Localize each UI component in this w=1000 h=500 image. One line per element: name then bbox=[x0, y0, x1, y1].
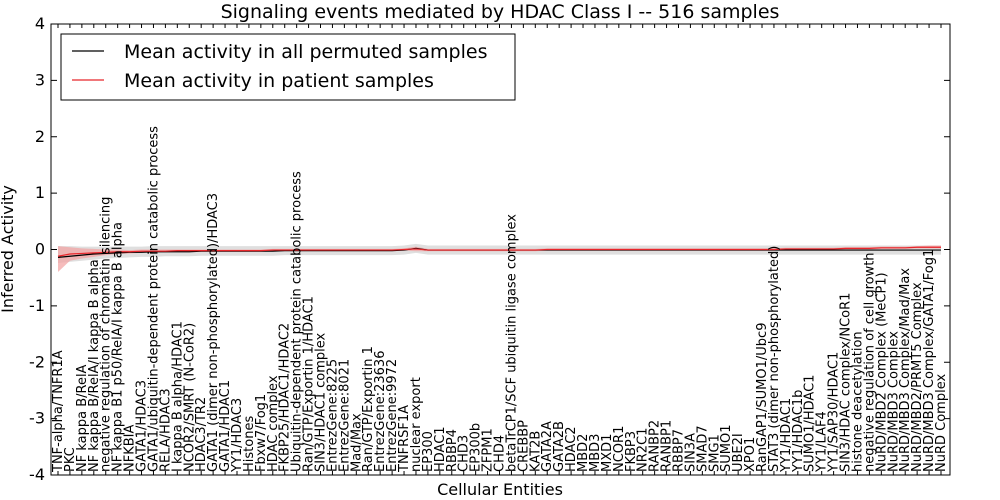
x-category-label: HDAC3/TR2 bbox=[194, 397, 209, 472]
x-category-label: SIN3/HDAC complex/NCoR1 bbox=[839, 293, 854, 472]
x-category-label: RANBP1 bbox=[660, 420, 675, 472]
x-category-label: STAT3 (dimer non-phosphorylated) bbox=[767, 246, 782, 472]
x-category-label: CHD4 bbox=[493, 435, 508, 472]
x-category-label: YY1/HDAC3 bbox=[230, 398, 245, 473]
x-category-label: Histones bbox=[242, 416, 257, 472]
y-tick-label: 4 bbox=[35, 14, 45, 33]
x-category-label: NFKBIA bbox=[123, 425, 138, 472]
x-category-label: EP300b bbox=[469, 423, 484, 472]
x-category-label: EntrezGene:23636 bbox=[373, 351, 388, 472]
y-axis-ticks: -4 -3 -2 -1 0 1 2 3 4 bbox=[29, 14, 950, 484]
x-category-label: NuRD/MBD3 Complex/Mad/Max bbox=[898, 268, 913, 472]
x-category-label: KAT2B bbox=[528, 431, 543, 472]
y-tick-label: 0 bbox=[35, 240, 45, 259]
x-category-label: NR2C1 bbox=[636, 428, 651, 472]
x-category-label: HDAC2 bbox=[564, 426, 579, 472]
x-category-label: EntrezGene:8021 bbox=[337, 359, 352, 472]
x-category-label: NCOR2/SMRT (N-CoR2) bbox=[182, 323, 197, 472]
x-category-label: GATA1/ubiquitin-dependent protein catabo… bbox=[146, 126, 161, 472]
y-axis-label: Inferred Activity bbox=[0, 185, 17, 313]
x-category-label: SMAD7 bbox=[695, 425, 710, 472]
legend: Mean activity in all permuted samples Me… bbox=[60, 33, 516, 101]
x-category-label: GATA1/HDAC1 bbox=[218, 380, 233, 472]
x-category-label: SUMO1 bbox=[719, 425, 734, 473]
x-category-label: SIN3A bbox=[683, 433, 698, 472]
x-category-label: YY1/HDAC1b bbox=[791, 390, 806, 473]
x-category-label: SMG1 bbox=[707, 434, 722, 472]
x-category-label: FKBP25/HDAC1/HDAC2 bbox=[278, 323, 293, 472]
x-category-label: YY1/HDAC1 bbox=[779, 398, 794, 473]
x-category-label: EntrezGene:9972 bbox=[385, 359, 400, 472]
x-category-label: NF kappa B/RelA/I kappa B alpha bbox=[87, 259, 102, 472]
y-tick-label: -3 bbox=[29, 409, 45, 428]
x-category-label: HDAC complex bbox=[266, 375, 281, 472]
y-tick-label: 2 bbox=[35, 127, 45, 146]
x-category-label: NuRD/MBD3 Complex/GATA1/Fog1 bbox=[922, 249, 937, 472]
x-category-label: nuclear export bbox=[409, 377, 424, 472]
series-line-patient bbox=[57, 246, 941, 257]
legend-box bbox=[60, 33, 516, 101]
x-category-label: SIN3/HDAC1 complex bbox=[314, 332, 329, 472]
x-category-label: RanGAP1/SUMO1/Ubc9 bbox=[755, 323, 770, 472]
confidence-bands bbox=[58, 243, 941, 273]
y-tick-label: -2 bbox=[29, 352, 45, 371]
x-category-label: YY1/SAP30/HDAC1 bbox=[827, 352, 842, 473]
chart-title: Signaling events mediated by HDAC Class … bbox=[221, 1, 780, 23]
legend-label-permuted: Mean activity in all permuted samples bbox=[124, 41, 487, 63]
x-category-label: EntrezGene:8225 bbox=[325, 359, 340, 472]
x-category-label: PKC bbox=[63, 447, 78, 472]
series-lines bbox=[57, 246, 941, 258]
x-category-label: NuRD/MBD2/PRMT5 Complex bbox=[910, 282, 925, 472]
x-category-label: NF kappa B/RelA bbox=[75, 364, 90, 472]
x-category-label: EP300 bbox=[421, 431, 436, 472]
x-category-label: Mad/Max bbox=[349, 413, 364, 472]
x-category-label: betaTrCP1/SCF ubiquitin ligase complex bbox=[504, 214, 519, 472]
x-category-label: GATA2B bbox=[552, 421, 567, 472]
x-category-label: MXD1 bbox=[600, 434, 615, 472]
x-category-label: GATA2A bbox=[540, 421, 555, 472]
legend-label-patient: Mean activity in patient samples bbox=[124, 70, 434, 92]
x-category-label: negative regulation of cell growth bbox=[862, 252, 877, 472]
y-tick-label: -1 bbox=[29, 296, 45, 315]
x-category-label: TNF-alpha/TNFR1A bbox=[51, 350, 66, 473]
x-category-label: I kappa B alpha/HDAC1 bbox=[170, 321, 185, 472]
x-category-label: FKBP3 bbox=[624, 431, 639, 472]
x-category-label: Ran/GTP/Exportin 1/HDAC1 bbox=[302, 296, 317, 472]
x-category-label: RBBP7 bbox=[671, 429, 686, 472]
x-axis-ticks bbox=[57, 24, 942, 475]
x-category-label: Fbxw7/Fog1 bbox=[254, 394, 269, 472]
x-category-label: SUMO1/HDAC1 bbox=[803, 375, 818, 472]
y-tick-label: -4 bbox=[29, 465, 45, 484]
x-category-label: negative regulation of chromatin silenci… bbox=[99, 197, 114, 472]
x-category-label: ZFPM1 bbox=[481, 428, 496, 472]
x-category-label: HDAC1 bbox=[433, 426, 448, 472]
x-category-label: CHD3 bbox=[457, 435, 472, 472]
x-category-label: Ubiquitin-dependent protein catabolic pr… bbox=[290, 171, 305, 472]
x-category-label: NuRD/MBD3 Complex bbox=[886, 331, 901, 472]
x-category-label: MBD2 bbox=[576, 434, 591, 472]
x-category-label: XPO1 bbox=[743, 437, 758, 472]
band-permuted bbox=[58, 243, 941, 264]
x-axis-label: Cellular Entities bbox=[437, 480, 563, 499]
x-category-label: Ran/GTP/Exportin 1 bbox=[361, 346, 376, 472]
x-category-label: NCOR1 bbox=[612, 426, 627, 472]
x-category-label: TNFRSF1A bbox=[397, 405, 412, 473]
y-tick-label: 3 bbox=[35, 70, 45, 89]
x-category-label: RELA/HDAC3 bbox=[158, 388, 173, 472]
x-category-label: YY1/LAF4 bbox=[815, 411, 830, 473]
x-category-label: histone deacetylation bbox=[850, 331, 865, 472]
x-category-label: NuRD/MBD2 Complex (MeCP1) bbox=[874, 272, 889, 472]
x-category-label: GATA1/HDAC3 bbox=[135, 380, 150, 472]
y-tick-label: 1 bbox=[35, 183, 45, 202]
x-category-label: GATA1 (dimer non-phosphorylated)/HDAC3 bbox=[206, 193, 221, 472]
x-category-label: CREBBP bbox=[516, 420, 531, 472]
x-category-label: NuRD Complex bbox=[934, 374, 949, 472]
x-category-label: UBE2I bbox=[731, 433, 746, 472]
x-category-label: NF kappa B1 p50/RelA/I kappa B alpha bbox=[111, 222, 126, 472]
x-category-label: RANBP2 bbox=[648, 420, 663, 472]
x-category-label: MBD3 bbox=[588, 434, 603, 472]
x-category-label: RBBP4 bbox=[445, 429, 460, 472]
